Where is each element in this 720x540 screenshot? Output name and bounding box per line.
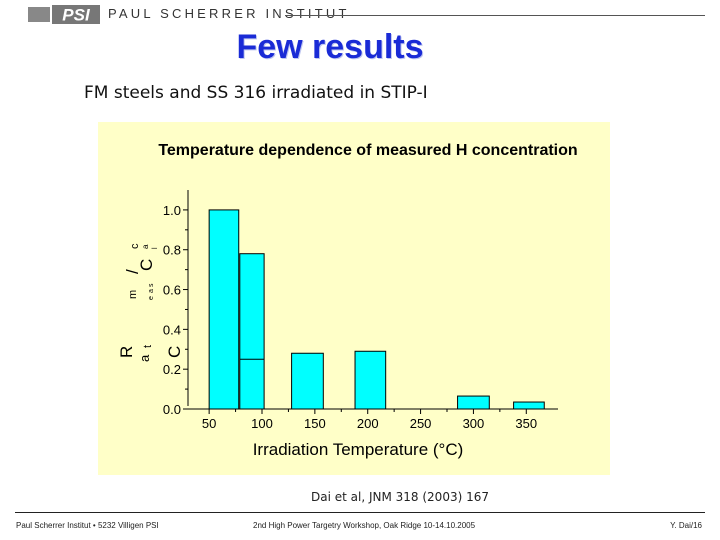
- y-label-fragment-7: a: [148, 289, 155, 293]
- chart-panel: Temperature dependence of measured H con…: [98, 122, 610, 475]
- y-label-fragment-12: a: [141, 244, 150, 249]
- axes-layer: 0.0 0.2 0.4 0.6 0.8 1.0 50 100 150 200 250 300 350: [163, 190, 558, 431]
- y-label-fragment-4: C: [165, 346, 184, 358]
- y-label-fragment-5: m: [127, 290, 139, 299]
- x-tick-label: 200: [357, 416, 379, 431]
- y-label-fragment-1: R: [117, 346, 136, 358]
- institute-name: PAUL SCHERRER INSTITUT: [108, 6, 350, 21]
- bar-3: [291, 352, 324, 410]
- y-label-fragment-3: t: [142, 345, 154, 348]
- chart-title: Temperature dependence of measured H con…: [158, 142, 577, 159]
- y-tick-label: 0.4: [163, 322, 181, 337]
- x-tick-label: 100: [251, 416, 273, 431]
- y-label-fragment-13: l: [152, 247, 159, 249]
- psi-logo: PSI: [28, 5, 100, 24]
- header: PSI PAUL SCHERRER INSTITUT: [0, 0, 720, 30]
- y-tick-label: 0.8: [163, 243, 181, 258]
- y-tick-label: 1.0: [163, 203, 181, 218]
- footer-page: Y. Dai/16: [670, 521, 702, 530]
- logo-text: PSI: [62, 6, 91, 25]
- y-label-fragment-9: /: [123, 269, 142, 274]
- y-tick-label: 0.6: [163, 283, 181, 298]
- y-label-fragment-8: s: [148, 283, 155, 287]
- citation: Dai et al, JNM 318 (2003) 167: [311, 490, 489, 504]
- y-tick-label: 0.0: [163, 402, 181, 417]
- bar-1: [208, 209, 240, 410]
- bars-layer: [208, 209, 545, 410]
- bar-6: [513, 401, 545, 410]
- y-label-fragment-11: c: [129, 243, 141, 249]
- y-label-fragment-2: a: [137, 354, 152, 362]
- y-tick-label: 0.2: [163, 362, 181, 377]
- bar-4: [354, 350, 387, 410]
- y-label-fragment-10: C: [137, 259, 156, 271]
- footer-event: 2nd High Power Targetry Workshop, Oak Ri…: [253, 521, 476, 530]
- bar-2: [239, 253, 265, 410]
- x-tick-label: 50: [202, 416, 216, 431]
- x-tick-label: 350: [515, 416, 537, 431]
- x-axis-label: Irradiation Temperature (°C): [253, 440, 464, 459]
- footer-institute: Paul Scherrer Institut • 5232 Villigen P…: [16, 521, 159, 530]
- y-axis-label: Rat Cm eas/Cc a l: [117, 243, 184, 362]
- bar-5: [457, 395, 490, 410]
- x-tick-label: 250: [410, 416, 432, 431]
- footer-rule: [15, 512, 705, 513]
- y-label-fragment-6: e: [148, 296, 155, 300]
- x-tick-label: 300: [463, 416, 485, 431]
- header-rule: [285, 15, 705, 16]
- slide-title: Few results: [236, 28, 424, 66]
- x-tick-label: 150: [304, 416, 326, 431]
- bar-chart: Temperature dependence of measured H con…: [117, 142, 578, 459]
- slide-subtitle: FM steels and SS 316 irradiated in STIP-…: [84, 83, 428, 103]
